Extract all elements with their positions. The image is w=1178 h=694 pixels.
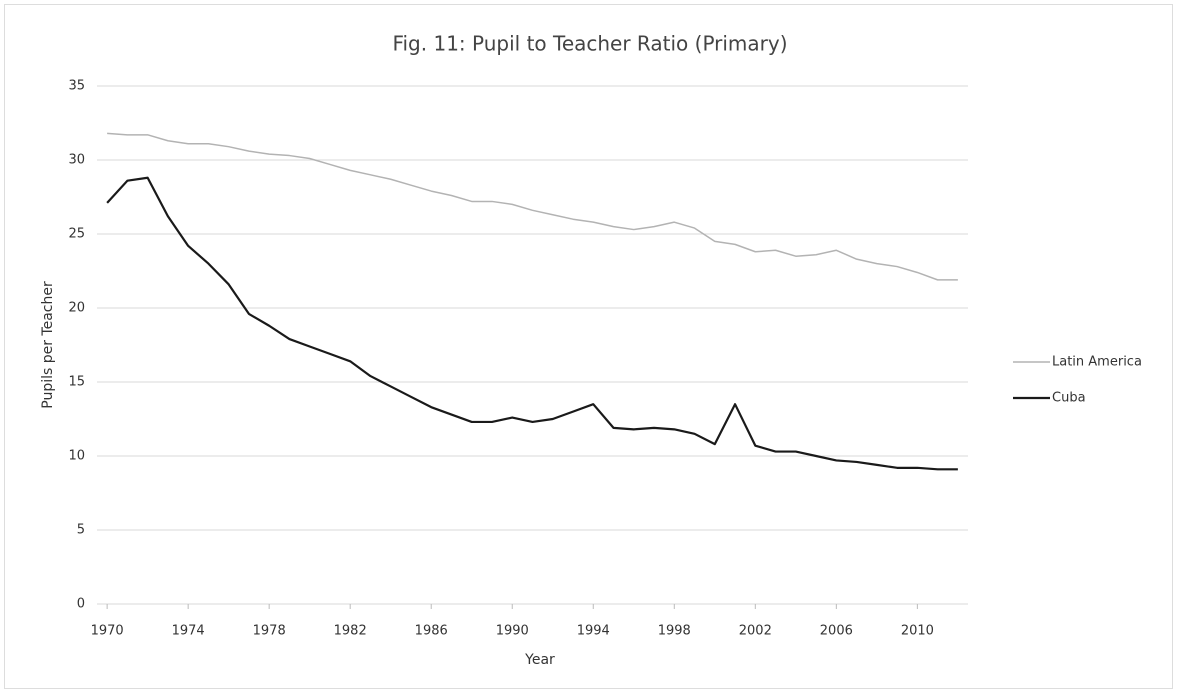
legend-label: Latin America (1052, 355, 1142, 370)
x-tick-label: 1974 (172, 624, 205, 639)
y-tick-label: 15 (68, 375, 85, 390)
legend-label: Cuba (1052, 391, 1086, 406)
x-tick-label: 1986 (415, 624, 448, 639)
chart-title: Fig. 11: Pupil to Teacher Ratio (Primary… (392, 32, 787, 56)
y-tick-label: 10 (68, 449, 85, 464)
y-tick-label: 35 (68, 79, 85, 94)
y-tick-label: 5 (77, 523, 85, 538)
x-tick-label: 1978 (253, 624, 286, 639)
x-tick-label: 2010 (901, 624, 934, 639)
x-tick-label: 2006 (820, 624, 853, 639)
y-tick-label: 20 (68, 301, 85, 316)
x-tick-label: 1970 (91, 624, 124, 639)
line (106, 176, 958, 471)
y-tick-label: 30 (68, 153, 85, 168)
y-tick-label: 0 (77, 597, 85, 612)
x-tick-label: 1994 (577, 624, 610, 639)
x-tick-label: 1998 (658, 624, 691, 639)
x-tick-label: 1990 (496, 624, 529, 639)
x-tick-label: 1982 (334, 624, 367, 639)
x-tick-label: 2002 (739, 624, 772, 639)
y-axis-label: Pupils per Teacher (40, 281, 56, 409)
y-tick-label: 25 (68, 227, 85, 242)
x-axis-label: Year (524, 652, 555, 668)
line (107, 132, 958, 281)
chart-border (4, 4, 1173, 689)
